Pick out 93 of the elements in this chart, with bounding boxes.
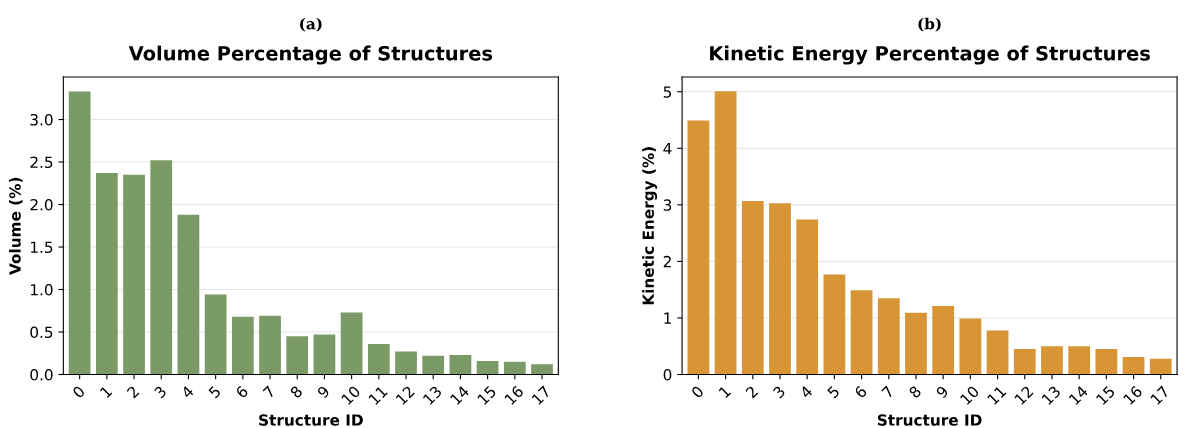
bar [823,274,846,375]
x-tick-label: 11 [368,385,388,405]
bar [769,203,791,375]
y-tick-label: 2.5 [30,156,53,169]
y-tick-label: 0.0 [30,368,53,381]
chart-title: Volume Percentage of Structures [128,45,493,65]
x-tick-label: 2 [126,385,140,399]
x-tick-label: 1 [718,385,732,399]
bar [959,318,982,375]
x-tick-label: 16 [504,385,525,406]
x-tick-label: 14 [449,385,470,405]
x-tick-label: 6 [235,385,249,399]
x-tick-label: 15 [477,385,497,406]
text: (a) [300,17,322,32]
y-tick-label: 3.0 [30,114,53,126]
x-tick-label: 9 [935,385,949,399]
x-tick-label: 4 [180,385,195,399]
bar [1149,358,1172,375]
bar [259,315,281,375]
y-tick-label: 3 [663,199,672,211]
x-tick-label: 16 [1122,385,1143,406]
bar [422,355,445,375]
x-tick-label: 17 [1150,385,1170,405]
bar [986,330,1009,375]
bar [714,91,737,375]
bar [503,361,526,375]
x-tick-label: 10 [959,385,980,406]
bar [95,173,118,375]
y-tick-label: 1 [664,312,671,324]
bar [932,306,955,375]
x-tick-label: 0 [690,385,705,399]
bar [476,360,499,375]
bar [687,120,710,375]
x-tick-label: 7 [262,385,276,399]
bar [741,200,764,375]
bar [1122,356,1145,375]
x-tick-label: 13 [422,385,443,406]
x-tick-label: 5 [826,385,841,399]
x-tick-label: 12 [1014,385,1034,405]
bar [1013,349,1036,375]
x-tick-label: 8 [289,385,304,399]
x-tick-label: 11 [986,385,1007,405]
bar [340,312,363,375]
x-tick-label: 4 [799,385,813,399]
x-tick-label: 5 [208,385,222,399]
bar [796,219,819,375]
bar [150,160,173,375]
x-axis-title: Structure ID [259,414,363,426]
bar [286,336,309,375]
bar [68,91,91,375]
x-tick-label: 13 [1041,385,1062,406]
y-tick-label: 0.5 [30,326,53,339]
bar [905,312,927,375]
x-tick-label: 6 [853,385,868,399]
bar [850,290,873,375]
y-tick-label: 1.0 [30,283,53,296]
y-tick-label: 2 [663,255,671,268]
bar [395,351,417,375]
x-tick-label: 15 [1095,385,1116,406]
x-tick-label: 9 [316,385,331,399]
bar [449,354,472,375]
y-axis-title: Volume (%) [8,177,23,275]
y-tick-label: 4 [663,142,672,155]
bar [1095,349,1118,375]
bar [123,174,145,375]
bar [177,214,200,375]
bar [1068,346,1091,375]
x-tick-label: 1 [99,385,113,399]
y-axis-title: Kinetic Energy (%) [642,147,658,305]
x-tick-label: 12 [395,385,415,405]
y-tick-label: 1.5 [30,241,53,254]
y-tick-label: 5 [663,86,672,98]
bar [367,343,390,375]
x-tick-label: 3 [772,385,786,399]
y-tick-label: 0 [663,368,672,381]
x-tick-label: 14 [1068,385,1089,405]
bar [204,294,227,375]
x-tick-label: 7 [881,385,895,399]
x-tick-label: 8 [908,385,922,399]
bar [877,298,900,375]
y-tick-label: 2.0 [30,198,53,211]
x-tick-label: 10 [340,385,361,406]
chart-title: Kinetic Energy Percentage of Structures [710,45,1150,65]
bar [231,316,254,375]
text: (b) [918,17,941,32]
x-tick-label: 3 [153,385,167,399]
bar [531,364,553,375]
bar [313,334,336,375]
x-tick-label: 0 [71,385,86,399]
x-tick-label: 17 [531,385,551,405]
x-tick-label: 2 [745,385,759,399]
bar [1041,346,1063,375]
x-axis-title: Structure ID [877,414,982,426]
